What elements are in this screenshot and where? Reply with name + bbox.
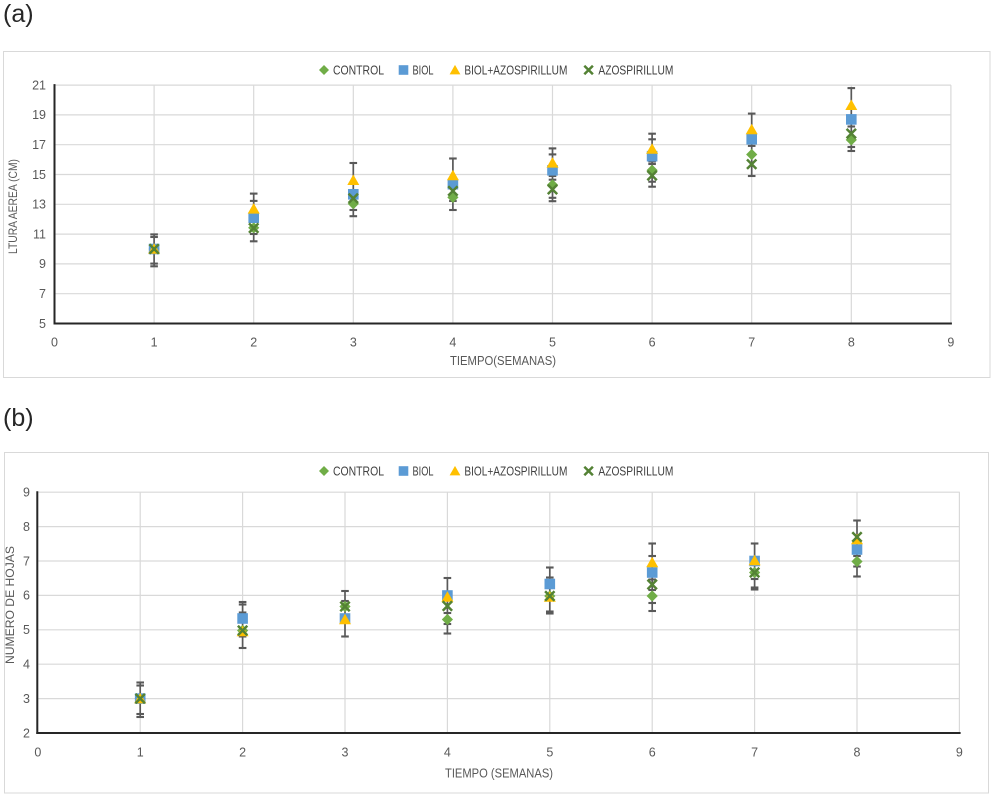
svg-text:21: 21 [32, 78, 46, 92]
svg-text:7: 7 [39, 287, 46, 301]
svg-text:5: 5 [39, 317, 46, 331]
svg-text:AZOSPIRILLUM: AZOSPIRILLUM [598, 464, 673, 478]
svg-text:CONTROL: CONTROL [333, 464, 384, 478]
svg-text:17: 17 [32, 138, 46, 152]
svg-text:9: 9 [947, 336, 954, 350]
svg-text:3: 3 [350, 336, 357, 350]
svg-text:0: 0 [34, 746, 41, 760]
svg-text:8: 8 [23, 520, 30, 534]
svg-text:9: 9 [956, 746, 963, 760]
svg-text:3: 3 [23, 692, 30, 706]
svg-text:6: 6 [649, 336, 656, 350]
svg-text:AZOSPIRILLUM: AZOSPIRILLUM [598, 63, 673, 77]
svg-text:BIOL+AZOSPIRILLUM: BIOL+AZOSPIRILLUM [464, 464, 567, 478]
svg-text:6: 6 [23, 589, 30, 603]
svg-text:TIEMPO (SEMANAS): TIEMPO (SEMANAS) [445, 767, 553, 781]
svg-text:7: 7 [751, 746, 758, 760]
svg-text:4: 4 [23, 658, 30, 672]
svg-text:2: 2 [239, 746, 246, 760]
svg-text:4: 4 [449, 336, 456, 350]
svg-text:BIOL+AZOSPIRILLUM: BIOL+AZOSPIRILLUM [464, 63, 567, 77]
svg-text:13: 13 [32, 198, 46, 212]
svg-text:0: 0 [51, 336, 58, 350]
svg-text:BIOL: BIOL [413, 464, 434, 478]
svg-text:(a): (a) [3, 0, 34, 28]
svg-text:3: 3 [342, 746, 349, 760]
svg-text:11: 11 [33, 227, 46, 241]
svg-text:7: 7 [748, 336, 755, 350]
svg-text:4: 4 [444, 746, 451, 760]
svg-text:2: 2 [23, 726, 30, 740]
svg-text:CONTROL: CONTROL [333, 63, 384, 77]
svg-text:TIEMPO(SEMANAS): TIEMPO(SEMANAS) [450, 354, 556, 368]
svg-text:2: 2 [250, 336, 257, 350]
svg-text:8: 8 [848, 336, 855, 350]
svg-text:6: 6 [649, 746, 656, 760]
svg-text:NUMERO DE HOJAS: NUMERO DE HOJAS [3, 546, 17, 664]
svg-text:5: 5 [546, 746, 553, 760]
svg-text:19: 19 [32, 108, 46, 122]
svg-text:5: 5 [549, 336, 556, 350]
svg-text:5: 5 [23, 623, 30, 637]
svg-text:1: 1 [137, 746, 144, 760]
svg-text:(b): (b) [3, 404, 34, 432]
svg-text:7: 7 [23, 554, 30, 568]
svg-text:15: 15 [32, 168, 46, 182]
svg-text:1: 1 [151, 336, 158, 350]
svg-text:LTURA AEREA (CM): LTURA AEREA (CM) [6, 159, 20, 254]
svg-text:9: 9 [23, 486, 30, 500]
svg-text:8: 8 [854, 746, 861, 760]
svg-text:BIOL: BIOL [413, 63, 434, 77]
svg-text:9: 9 [39, 257, 46, 271]
